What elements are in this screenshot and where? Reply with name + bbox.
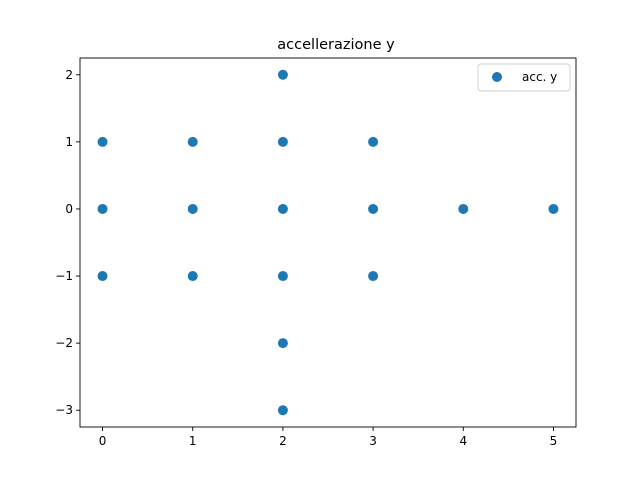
legend-marker (492, 72, 502, 82)
data-point (277, 69, 288, 80)
y-tick-label: −3 (55, 403, 73, 417)
data-point (97, 271, 108, 282)
data-point (458, 203, 469, 214)
data-point (368, 203, 379, 214)
y-tick-label: 1 (65, 135, 73, 149)
data-point (97, 136, 108, 147)
data-point (277, 271, 288, 282)
data-point (277, 203, 288, 214)
y-tick-label: −1 (55, 269, 73, 283)
x-tick-label: 5 (550, 434, 558, 448)
plot-frame (79, 57, 577, 428)
data-point (187, 271, 198, 282)
legend: acc. y (477, 63, 571, 92)
data-point (277, 405, 288, 416)
y-tick-label: 2 (65, 68, 73, 82)
data-point (97, 203, 108, 214)
data-point (548, 203, 559, 214)
x-tick-label: 4 (459, 434, 467, 448)
x-axis: 0 1 2 3 4 5 (99, 427, 558, 448)
legend-box (477, 63, 571, 92)
x-tick-label: 0 (99, 434, 107, 448)
x-tick-label: 1 (189, 434, 197, 448)
data-point (368, 136, 379, 147)
data-point (277, 136, 288, 147)
chart-title: accellerazione y (277, 37, 395, 53)
y-tick-label: −2 (55, 336, 73, 350)
data-point (187, 203, 198, 214)
data-points (97, 69, 559, 416)
y-tick-label: 0 (65, 202, 73, 216)
data-point (187, 136, 198, 147)
data-point (277, 338, 288, 349)
legend-label: acc. y (522, 70, 557, 84)
x-tick-label: 2 (279, 434, 287, 448)
y-axis: 2 1 0 −1 −2 −3 (55, 68, 80, 417)
data-point (368, 271, 379, 282)
x-tick-label: 3 (369, 434, 377, 448)
